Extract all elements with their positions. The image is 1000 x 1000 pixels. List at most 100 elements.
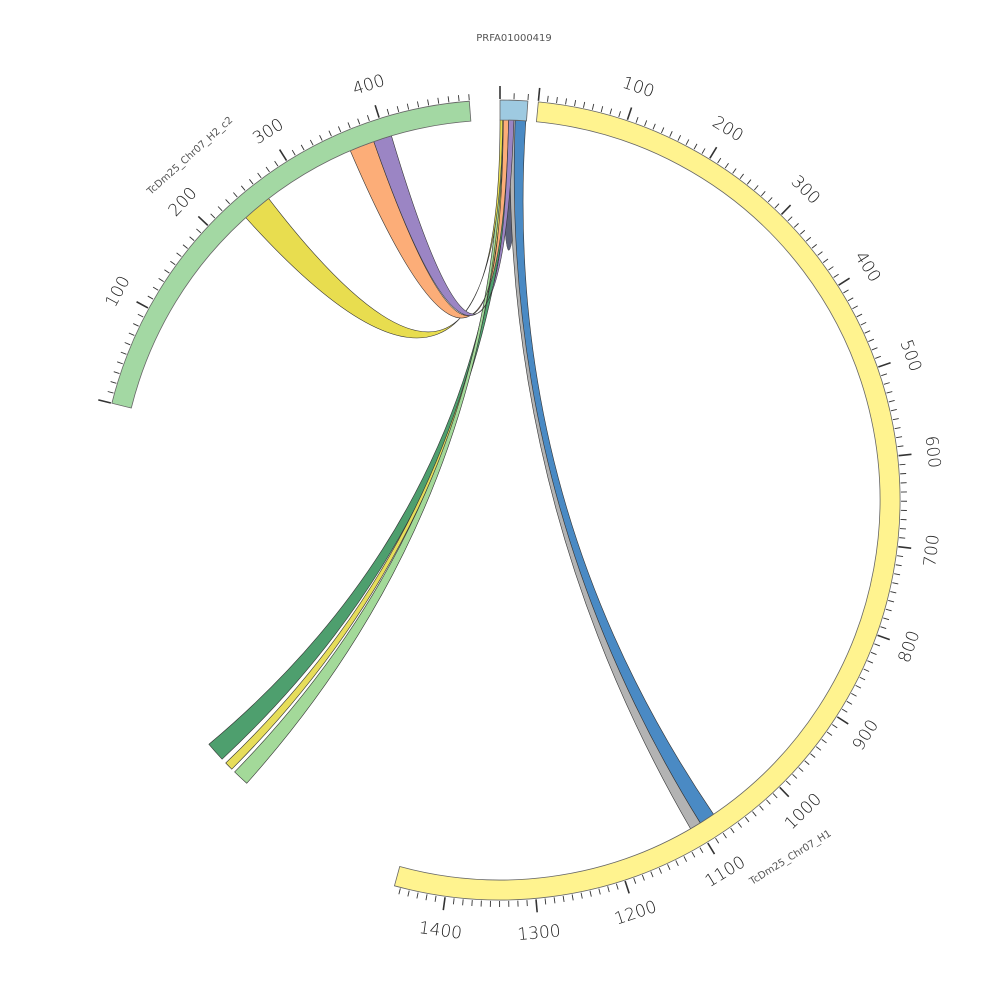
major-tick xyxy=(877,634,890,641)
minor-tick xyxy=(833,273,839,278)
major-tick xyxy=(898,545,912,550)
minor-tick xyxy=(739,173,744,180)
minor-tick xyxy=(240,185,246,191)
minor-tick xyxy=(462,899,464,906)
major-tick xyxy=(709,146,718,159)
minor-tick xyxy=(457,95,460,102)
minor-tick xyxy=(766,799,771,805)
minor-tick xyxy=(843,289,849,294)
minor-tick xyxy=(746,179,752,185)
minor-tick xyxy=(826,731,833,736)
tick-label: 1300 xyxy=(517,921,562,945)
minor-tick xyxy=(894,427,901,430)
minor-tick xyxy=(677,135,682,141)
minor-tick xyxy=(886,391,893,394)
minor-tick xyxy=(249,179,254,185)
minor-tick xyxy=(871,347,878,351)
minor-tick xyxy=(366,115,370,122)
minor-tick xyxy=(225,199,230,205)
minor-tick xyxy=(137,313,144,318)
minor-tick xyxy=(724,162,729,169)
minor-tick xyxy=(732,168,737,174)
minor-tick xyxy=(265,166,270,173)
minor-tick xyxy=(815,746,822,751)
minor-tick xyxy=(544,898,547,905)
minor-tick xyxy=(650,871,654,878)
minor-tick xyxy=(864,330,871,334)
minor-tick xyxy=(675,860,679,867)
minor-tick xyxy=(233,192,238,198)
major-tick xyxy=(898,453,912,457)
minor-tick xyxy=(133,323,139,327)
minor-tick xyxy=(117,361,123,365)
tick-label: 300 xyxy=(787,172,824,209)
minor-tick xyxy=(669,131,673,137)
segment-tcdm25-chr07-h1 xyxy=(393,101,901,901)
minor-tick xyxy=(897,445,904,448)
minor-tick xyxy=(113,371,120,374)
minor-tick xyxy=(744,816,750,823)
minor-tick xyxy=(883,617,890,621)
minor-tick xyxy=(899,537,906,539)
tick-label: 200 xyxy=(709,112,747,146)
minor-tick xyxy=(547,95,549,102)
minor-tick xyxy=(319,134,323,141)
minor-tick xyxy=(847,297,854,302)
minor-tick xyxy=(867,660,874,664)
minor-tick xyxy=(658,867,662,874)
major-tick xyxy=(624,880,630,894)
minor-tick xyxy=(774,203,780,209)
minor-tick xyxy=(437,97,440,104)
minor-tick xyxy=(158,277,164,282)
minor-tick xyxy=(888,400,895,403)
segments-layer xyxy=(111,99,901,901)
minor-tick xyxy=(407,890,410,897)
minor-tick xyxy=(644,120,648,127)
minor-tick xyxy=(715,837,720,844)
minor-tick xyxy=(760,191,766,197)
minor-tick xyxy=(553,897,556,904)
links-layer xyxy=(208,119,715,830)
minor-tick xyxy=(633,877,637,884)
tick-label: 400 xyxy=(350,71,387,100)
minor-tick xyxy=(888,599,895,603)
minor-tick xyxy=(787,216,793,222)
minor-tick xyxy=(580,892,583,899)
sequence-label-tcdm25-chr07-h1: TcDm25_Chr07_H1 xyxy=(747,828,833,888)
minor-tick xyxy=(562,895,565,902)
major-tick xyxy=(836,716,849,725)
minor-tick xyxy=(565,98,567,105)
minor-tick xyxy=(717,157,722,164)
major-tick xyxy=(374,105,380,118)
minor-tick xyxy=(841,708,848,713)
minor-tick xyxy=(701,148,706,154)
minor-tick xyxy=(852,305,858,310)
minor-tick xyxy=(737,822,742,828)
minor-tick xyxy=(890,591,897,594)
link-ribbon xyxy=(513,119,715,824)
minor-tick xyxy=(386,108,390,115)
minor-tick xyxy=(609,108,613,115)
tick-label: 1100 xyxy=(702,852,749,892)
minor-tick xyxy=(685,139,690,145)
tick-label: 600 xyxy=(921,435,944,469)
minor-tick xyxy=(868,338,875,342)
tick-label: 700 xyxy=(920,533,944,568)
minor-tick xyxy=(170,260,176,266)
major-tick xyxy=(278,149,288,161)
minor-tick xyxy=(883,382,890,385)
minor-tick xyxy=(722,832,727,839)
minor-tick xyxy=(821,738,827,744)
major-tick xyxy=(838,277,851,286)
minor-tick xyxy=(895,564,902,567)
minor-tick xyxy=(880,626,887,629)
major-tick xyxy=(136,301,149,309)
minor-tick xyxy=(859,676,866,681)
minor-tick xyxy=(427,99,430,106)
minor-tick xyxy=(164,269,170,274)
minor-tick xyxy=(896,436,903,439)
tick-label: 100 xyxy=(102,273,135,311)
minor-tick xyxy=(447,96,450,103)
minor-tick xyxy=(598,888,601,895)
minor-tick xyxy=(110,381,117,384)
